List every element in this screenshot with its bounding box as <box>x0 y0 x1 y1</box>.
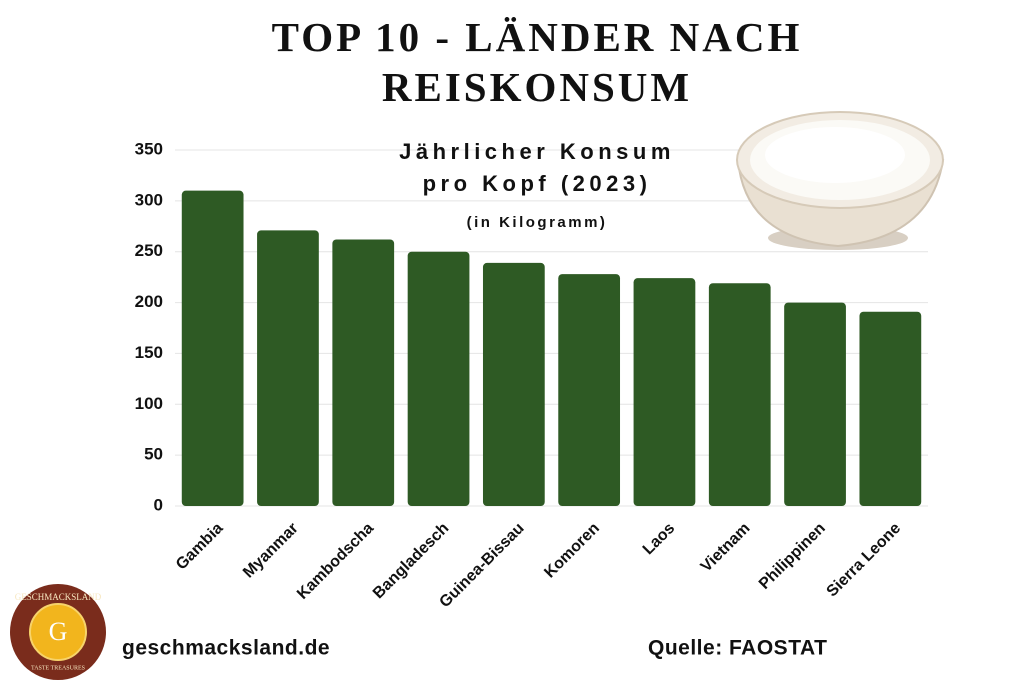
bar <box>407 251 470 506</box>
x-tick-label: Vietnam <box>698 520 754 576</box>
x-tick-label: Philippinen <box>756 520 829 593</box>
y-tick-label: 250 <box>135 241 163 260</box>
y-tick-label: 300 <box>135 190 163 209</box>
x-tick-label: Kambodscha <box>294 520 377 603</box>
bar <box>482 262 545 506</box>
x-tick-label: Bangladesch <box>370 520 452 602</box>
y-tick-label: 100 <box>135 394 163 413</box>
x-tick-label: Laos <box>640 520 679 559</box>
bar <box>332 239 395 506</box>
website: geschmacksland.de <box>122 637 330 660</box>
unit-label: (in Kilogramm) <box>466 214 608 231</box>
y-tick-label: 350 <box>135 139 163 158</box>
bar <box>257 230 319 506</box>
bar <box>784 302 846 506</box>
x-tick-label: Sierra Leone <box>824 520 905 601</box>
logo-tagline: TASTE TREASURES <box>31 665 85 671</box>
bar <box>708 283 771 506</box>
x-tick-label: Komoren <box>541 520 603 582</box>
source: Quelle: FAOSTAT <box>648 637 827 660</box>
y-tick-label: 150 <box>135 343 163 362</box>
logo-letter: G <box>49 617 68 646</box>
logo-name: GESCHMACKSLAND <box>15 592 102 602</box>
bar <box>181 190 244 506</box>
y-tick-label: 50 <box>144 445 163 464</box>
rice-bowl <box>736 111 945 250</box>
chart-title: TOP 10 - LÄNDER NACH REISKONSUM <box>271 14 803 110</box>
bar <box>859 311 922 506</box>
logo: G GESCHMACKSLAND TASTE TREASURES <box>10 584 106 680</box>
bar <box>558 274 621 506</box>
x-tick-label: Myanmar <box>240 520 302 582</box>
x-tick-label: Gambia <box>173 520 227 574</box>
y-tick-label: 0 <box>154 495 163 514</box>
y-tick-label: 200 <box>135 292 163 311</box>
chart-subtitle: Jährlicher Konsum pro Kopf (2023) <box>399 139 675 196</box>
bar <box>633 278 696 506</box>
